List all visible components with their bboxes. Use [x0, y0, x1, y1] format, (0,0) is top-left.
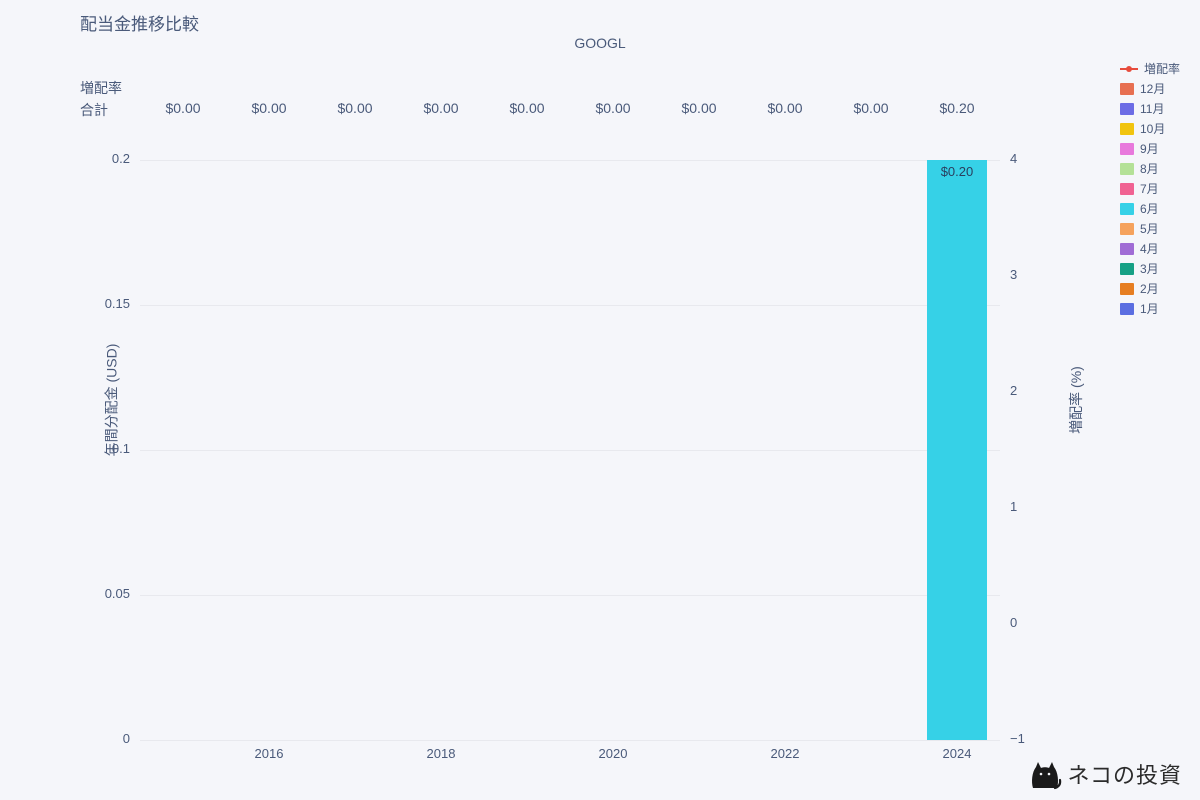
- legend-item[interactable]: 3月: [1120, 260, 1180, 277]
- top-value: $0.00: [251, 100, 286, 116]
- bar-value-label: $0.20: [927, 164, 987, 179]
- gridline: [140, 305, 1000, 306]
- legend: 増配率 12月 11月 10月 9月 8月 7月 6月 5月 4月 3月 2月 1月: [1120, 60, 1180, 320]
- top-value: $0.00: [681, 100, 716, 116]
- y-left-tick: 0.05: [70, 586, 130, 601]
- color-swatch-icon: [1120, 103, 1134, 115]
- top-value: $0.00: [509, 100, 544, 116]
- legend-item[interactable]: 12月: [1120, 80, 1180, 97]
- y-axis-left-label: 年間分配金 (USD): [101, 344, 121, 457]
- color-swatch-icon: [1120, 123, 1134, 135]
- legend-label: 2月: [1140, 280, 1159, 297]
- legend-item[interactable]: 10月: [1120, 120, 1180, 137]
- gridline: [140, 740, 1000, 741]
- y-left-tick: 0.15: [70, 296, 130, 311]
- legend-label: 増配率: [1144, 60, 1180, 77]
- legend-item[interactable]: 11月: [1120, 100, 1180, 117]
- top-value: $0.00: [423, 100, 458, 116]
- legend-label: 8月: [1140, 160, 1159, 177]
- y-left-tick: 0: [70, 731, 130, 746]
- color-swatch-icon: [1120, 243, 1134, 255]
- legend-item[interactable]: 増配率: [1120, 60, 1180, 77]
- top-value: $0.00: [595, 100, 630, 116]
- chart-subtitle: GOOGL: [574, 35, 625, 51]
- color-swatch-icon: [1120, 303, 1134, 315]
- gridline: [140, 450, 1000, 451]
- row-label-total: 合計: [80, 100, 108, 120]
- legend-item[interactable]: 5月: [1120, 220, 1180, 237]
- top-value: $0.00: [853, 100, 888, 116]
- legend-item[interactable]: 2月: [1120, 280, 1180, 297]
- legend-label: 3月: [1140, 260, 1159, 277]
- x-tick: 2018: [427, 746, 456, 761]
- legend-label: 12月: [1140, 80, 1165, 97]
- x-tick: 2024: [943, 746, 972, 761]
- y-left-tick: 0.1: [70, 441, 130, 456]
- y-axis-right-label: 増配率 (%): [1066, 366, 1086, 434]
- watermark: ネコの投資: [1029, 758, 1182, 790]
- legend-item[interactable]: 8月: [1120, 160, 1180, 177]
- chart-title: 配当金推移比較: [80, 10, 199, 35]
- color-swatch-icon: [1120, 163, 1134, 175]
- cat-icon: [1029, 760, 1063, 790]
- y-right-tick: 0: [1010, 615, 1017, 630]
- y-right-tick: 3: [1010, 267, 1017, 282]
- legend-label: 11月: [1140, 100, 1164, 117]
- color-swatch-icon: [1120, 83, 1134, 95]
- top-value: $0.20: [939, 100, 974, 116]
- legend-item[interactable]: 4月: [1120, 240, 1180, 257]
- legend-label: 1月: [1140, 300, 1159, 317]
- x-tick: 2022: [771, 746, 800, 761]
- legend-label: 9月: [1140, 140, 1159, 157]
- top-value: $0.00: [767, 100, 802, 116]
- y-right-tick: −1: [1010, 731, 1025, 746]
- legend-item[interactable]: 1月: [1120, 300, 1180, 317]
- x-tick: 2016: [255, 746, 284, 761]
- color-swatch-icon: [1120, 183, 1134, 195]
- bar[interactable]: $0.20: [927, 160, 987, 740]
- legend-label: 10月: [1140, 120, 1165, 137]
- color-swatch-icon: [1120, 263, 1134, 275]
- legend-label: 7月: [1140, 180, 1159, 197]
- gridline: [140, 160, 1000, 161]
- color-swatch-icon: [1120, 203, 1134, 215]
- legend-item[interactable]: 9月: [1120, 140, 1180, 157]
- row-label-rate: 増配率: [80, 78, 122, 98]
- y-right-tick: 2: [1010, 383, 1017, 398]
- y-left-tick: 0.2: [70, 151, 130, 166]
- y-right-tick: 4: [1010, 151, 1017, 166]
- legend-item[interactable]: 6月: [1120, 200, 1180, 217]
- top-value: $0.00: [165, 100, 200, 116]
- color-swatch-icon: [1120, 143, 1134, 155]
- color-swatch-icon: [1120, 283, 1134, 295]
- top-value: $0.00: [337, 100, 372, 116]
- x-tick: 2020: [599, 746, 628, 761]
- legend-label: 6月: [1140, 200, 1159, 217]
- legend-label: 4月: [1140, 240, 1159, 257]
- legend-label: 5月: [1140, 220, 1159, 237]
- color-swatch-icon: [1120, 223, 1134, 235]
- watermark-text: ネコの投資: [1067, 758, 1182, 790]
- legend-item[interactable]: 7月: [1120, 180, 1180, 197]
- chart-plot-area: $0.20: [140, 160, 1000, 740]
- y-right-tick: 1: [1010, 499, 1017, 514]
- line-swatch-icon: [1120, 68, 1138, 70]
- gridline: [140, 595, 1000, 596]
